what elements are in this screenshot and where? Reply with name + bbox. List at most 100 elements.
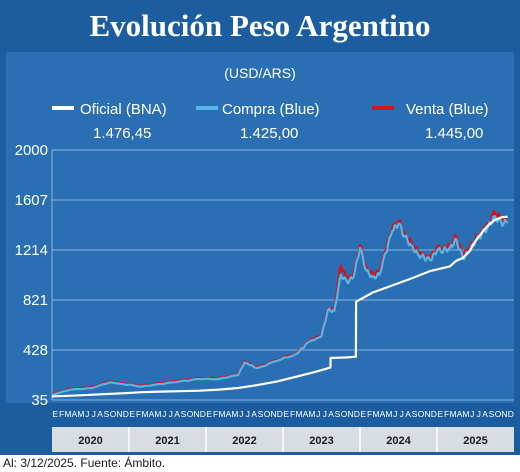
- x-tick-month: M: [295, 409, 302, 419]
- x-tick-month: M: [141, 409, 148, 419]
- x-tick-year: 2025: [463, 435, 487, 447]
- x-tick-month: A: [97, 409, 103, 419]
- x-tick-month: M: [385, 409, 392, 419]
- chart-panel: [6, 52, 514, 403]
- x-tick-year: 2024: [386, 435, 411, 447]
- x-tick-month: A: [149, 409, 155, 419]
- x-tick-month: A: [457, 409, 463, 419]
- x-tick-month: S: [489, 409, 495, 419]
- x-tick-month: A: [174, 409, 180, 419]
- x-tick-month: O: [418, 409, 425, 419]
- y-tick-label: 35: [31, 392, 48, 409]
- x-tick-month: D: [354, 409, 360, 419]
- chart-title: Evolución Peso Argentino: [89, 8, 430, 43]
- chart-unit: (USD/ARS): [224, 65, 296, 81]
- series-line-compra: [51, 215, 509, 396]
- y-axis-ticks: 35 428 821 1214 1607 2000: [15, 142, 48, 409]
- x-tick-month: J: [92, 409, 96, 419]
- x-tick-month: M: [154, 409, 161, 419]
- series-line-oficial: [51, 215, 508, 398]
- x-tick-month: J: [477, 409, 481, 419]
- x-tick-month: E: [129, 409, 135, 419]
- x-tick-month: F: [290, 409, 295, 419]
- legend-value-venta: 1.445,00: [425, 125, 483, 142]
- x-tick-month: J: [85, 409, 89, 419]
- x-tick-month: E: [360, 409, 366, 419]
- x-tick-month: M: [231, 409, 238, 419]
- x-tick-month: A: [405, 409, 411, 419]
- x-tick-month: A: [482, 409, 488, 419]
- x-tick-month: J: [393, 409, 397, 419]
- x-tick-year: 2023: [309, 435, 333, 447]
- x-tick-month: N: [501, 409, 507, 419]
- x-tick-month: O: [187, 409, 194, 419]
- x-tick-month: S: [104, 409, 110, 419]
- series-lines: [51, 210, 509, 398]
- x-tick-month: S: [258, 409, 264, 419]
- legend-item-venta: Venta (Blue) 1.445,00: [372, 101, 489, 142]
- y-tick-label: 2000: [15, 142, 48, 159]
- x-tick-month: O: [110, 409, 117, 419]
- x-tick-month: J: [246, 409, 250, 419]
- x-tick-month: J: [323, 409, 327, 419]
- legend-value-compra: 1.425,00: [240, 125, 298, 142]
- x-tick-month: J: [162, 409, 166, 419]
- legend-item-compra: Compra (Blue) 1.425,00: [196, 101, 320, 142]
- y-tick-label: 428: [23, 342, 48, 359]
- x-tick-month: A: [328, 409, 334, 419]
- x-tick-month: N: [193, 409, 199, 419]
- x-tick-month: F: [59, 409, 64, 419]
- x-tick-month: A: [72, 409, 78, 419]
- x-tick-month: N: [347, 409, 353, 419]
- y-tick-label: 1607: [15, 192, 48, 209]
- x-tick-month: J: [239, 409, 243, 419]
- x-tick-month: N: [424, 409, 430, 419]
- x-tick-month: J: [470, 409, 474, 419]
- x-tick-month: J: [169, 409, 173, 419]
- x-tick-month: N: [270, 409, 276, 419]
- x-tick-month: O: [341, 409, 348, 419]
- x-tick-month: O: [264, 409, 271, 419]
- x-tick-month: E: [52, 409, 58, 419]
- x-tick-month: E: [437, 409, 443, 419]
- legend-item-oficial: Oficial (BNA) 1.476,45: [52, 101, 167, 142]
- x-tick-month: E: [283, 409, 289, 419]
- x-tick-month: M: [77, 409, 84, 419]
- x-tick-month: A: [303, 409, 309, 419]
- x-tick-month: D: [277, 409, 283, 419]
- x-tick-month: M: [372, 409, 379, 419]
- x-tick-year: 2022: [232, 435, 256, 447]
- legend-label-compra: Compra (Blue): [222, 101, 320, 118]
- x-tick-month: O: [495, 409, 502, 419]
- x-tick-month: M: [308, 409, 315, 419]
- legend: Oficial (BNA) 1.476,45 Compra (Blue) 1.4…: [52, 101, 489, 142]
- x-tick-month: N: [116, 409, 122, 419]
- x-tick-month: E: [206, 409, 212, 419]
- x-tick-month: F: [444, 409, 449, 419]
- x-tick-year: 2020: [78, 435, 102, 447]
- legend-label-venta: Venta (Blue): [406, 101, 489, 118]
- x-tick-month: S: [335, 409, 341, 419]
- x-tick-month: J: [316, 409, 320, 419]
- x-tick-month: D: [200, 409, 206, 419]
- x-tick-month: F: [213, 409, 218, 419]
- y-tick-label: 1214: [15, 242, 48, 259]
- x-tick-month: M: [218, 409, 225, 419]
- x-tick-month: J: [400, 409, 404, 419]
- y-tick-label: 821: [23, 292, 48, 309]
- x-tick-month: S: [412, 409, 418, 419]
- x-tick-month: A: [251, 409, 257, 419]
- x-tick-month: M: [449, 409, 456, 419]
- x-axis-year-labels: 2020 2021 2022 2023 2024 2025: [78, 427, 488, 452]
- legend-value-oficial: 1.476,45: [93, 125, 151, 142]
- x-tick-month: F: [367, 409, 372, 419]
- x-tick-month: M: [64, 409, 71, 419]
- x-tick-month: D: [431, 409, 437, 419]
- x-tick-month: A: [380, 409, 386, 419]
- x-tick-month: S: [181, 409, 187, 419]
- legend-label-oficial: Oficial (BNA): [80, 101, 167, 118]
- x-tick-month: D: [123, 409, 129, 419]
- x-tick-month: M: [462, 409, 469, 419]
